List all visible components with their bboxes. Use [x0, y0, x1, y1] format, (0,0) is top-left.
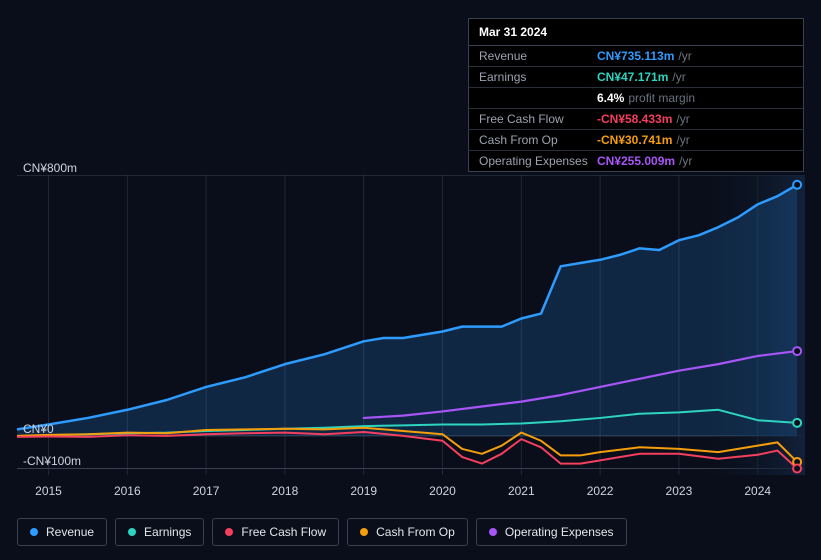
- chart-legend: Revenue Earnings Free Cash Flow Cash From O…: [17, 518, 627, 546]
- legend-item[interactable]: Free Cash Flow: [212, 518, 339, 546]
- tooltip-metric-label: Operating Expenses: [479, 154, 597, 168]
- x-axis-label: 2021: [508, 484, 535, 498]
- legend-label: Earnings: [144, 525, 191, 539]
- tooltip-metric-label: Free Cash Flow: [479, 112, 597, 126]
- tooltip-metric-value: CN¥735.113m: [597, 49, 674, 63]
- tooltip-date: Mar 31 2024: [469, 19, 803, 46]
- legend-item[interactable]: Operating Expenses: [476, 518, 627, 546]
- x-axis-label: 2018: [272, 484, 299, 498]
- x-axis-label: 2024: [744, 484, 771, 498]
- legend-label: Free Cash Flow: [241, 525, 326, 539]
- tooltip-metric-value: CN¥47.171m: [597, 70, 668, 84]
- tooltip-metric-suffix: /yr: [676, 112, 689, 126]
- tooltip-metric-label: Cash From Op: [479, 133, 597, 147]
- legend-color-dot: [30, 528, 38, 536]
- legend-label: Cash From Op: [376, 525, 455, 539]
- tooltip-metric-suffix: /yr: [676, 133, 689, 147]
- y-axis-label: -CN¥100m: [23, 454, 81, 468]
- legend-color-dot: [360, 528, 368, 536]
- legend-item[interactable]: Revenue: [17, 518, 107, 546]
- tooltip-metric-value: -CN¥58.433m: [597, 112, 672, 126]
- tooltip-metric-suffix: /yr: [678, 49, 691, 63]
- x-axis-label: 2015: [35, 484, 62, 498]
- legend-item[interactable]: Earnings: [115, 518, 204, 546]
- x-axis-label: 2023: [666, 484, 693, 498]
- x-axis-label: 2020: [429, 484, 456, 498]
- tooltip-row: 6.4% profit margin: [469, 88, 803, 109]
- tooltip-metric-suffix: /yr: [672, 70, 685, 84]
- tooltip-row: Cash From Op-CN¥30.741m/yr: [469, 130, 803, 151]
- data-tooltip: Mar 31 2024 RevenueCN¥735.113m/yrEarning…: [468, 18, 804, 172]
- x-axis-label: 2019: [350, 484, 377, 498]
- line-chart-svg: [17, 175, 805, 475]
- legend-label: Operating Expenses: [505, 525, 614, 539]
- y-axis-label: CN¥0: [23, 422, 54, 436]
- tooltip-metric-label: Earnings: [479, 70, 597, 84]
- x-axis-label: 2016: [114, 484, 141, 498]
- legend-color-dot: [489, 528, 497, 536]
- tooltip-row: RevenueCN¥735.113m/yr: [469, 46, 803, 67]
- tooltip-row: Free Cash Flow-CN¥58.433m/yr: [469, 109, 803, 130]
- legend-color-dot: [128, 528, 136, 536]
- legend-color-dot: [225, 528, 233, 536]
- tooltip-metric-value: CN¥255.009m: [597, 154, 675, 168]
- y-axis-label: CN¥800m: [23, 161, 77, 175]
- chart-plot-area[interactable]: [17, 175, 805, 475]
- legend-item[interactable]: Cash From Op: [347, 518, 468, 546]
- tooltip-metric-suffix: profit margin: [628, 91, 695, 105]
- x-axis-label: 2022: [587, 484, 614, 498]
- tooltip-metric-suffix: /yr: [679, 154, 692, 168]
- tooltip-metric-label: Revenue: [479, 49, 597, 63]
- tooltip-row: EarningsCN¥47.171m/yr: [469, 67, 803, 88]
- tooltip-metric-label: [479, 91, 597, 105]
- legend-label: Revenue: [46, 525, 94, 539]
- tooltip-row: Operating ExpensesCN¥255.009m/yr: [469, 151, 803, 171]
- x-axis-label: 2017: [193, 484, 220, 498]
- tooltip-metric-value: -CN¥30.741m: [597, 133, 672, 147]
- tooltip-metric-value: 6.4%: [597, 91, 624, 105]
